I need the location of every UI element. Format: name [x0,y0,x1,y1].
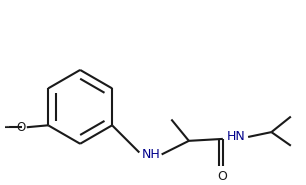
Text: O: O [217,170,227,183]
Text: HN: HN [227,130,245,143]
Text: methoxy: methoxy [3,126,10,127]
Text: O: O [17,121,26,134]
Text: NH: NH [142,148,161,161]
